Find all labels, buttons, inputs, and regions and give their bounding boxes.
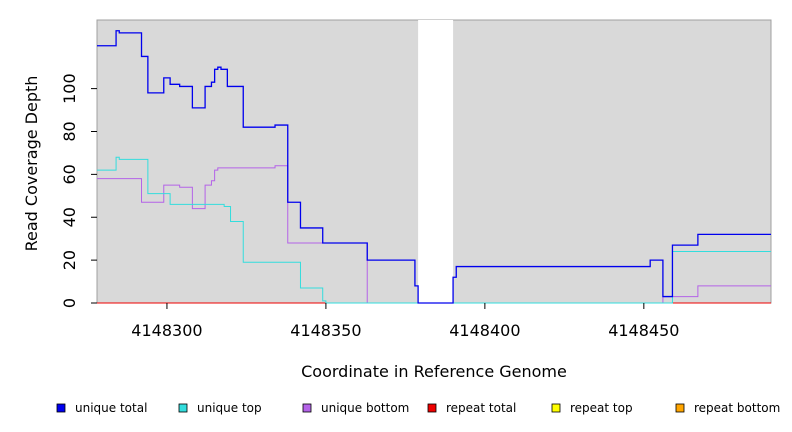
legend: unique total unique top unique bottom repea… — [56, 401, 780, 415]
legend-label: unique top — [197, 401, 262, 415]
gap-region — [418, 20, 454, 303]
legend-swatch — [427, 403, 437, 413]
x-tick-label: 4148450 — [608, 321, 679, 340]
x-axis-title: Coordinate in Reference Genome — [301, 362, 567, 381]
legend-swatch — [178, 403, 188, 413]
y-tick-label: 100 — [60, 73, 79, 104]
legend-swatch — [56, 403, 66, 413]
y-tick-label: 20 — [60, 250, 79, 270]
series-group — [97, 30, 771, 304]
series-line-unique-total — [97, 30, 771, 304]
legend-swatch — [551, 403, 561, 413]
y-axis-title: Read Coverage Depth — [22, 76, 41, 252]
legend-swatch — [675, 403, 685, 413]
x-tick-label: 4148300 — [131, 321, 202, 340]
x-tick-label: 4148400 — [449, 321, 520, 340]
y-tick-label: 0 — [60, 298, 79, 308]
series-line-unique-top — [97, 156, 771, 304]
legend-label: unique total — [75, 401, 147, 415]
y-tick-label: 40 — [60, 207, 79, 227]
legend-label: repeat total — [446, 401, 516, 415]
y-axis: 0 20 40 60 80 100 — [60, 73, 97, 308]
legend-label: repeat top — [570, 401, 633, 415]
y-tick-label: 80 — [60, 121, 79, 141]
legend-swatch — [302, 403, 312, 413]
legend-label: unique bottom — [321, 401, 409, 415]
legend-label: repeat bottom — [694, 401, 780, 415]
x-axis: 4148300 4148350 4148400 4148450 — [131, 303, 679, 340]
x-tick-label: 4148350 — [290, 321, 361, 340]
y-tick-label: 60 — [60, 164, 79, 184]
